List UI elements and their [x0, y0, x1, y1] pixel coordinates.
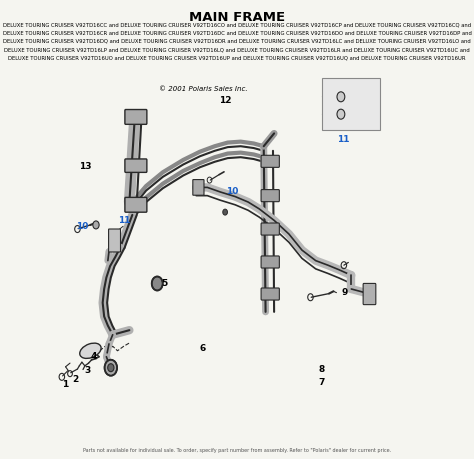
Circle shape [337, 92, 345, 102]
Circle shape [105, 360, 117, 375]
Text: 6: 6 [200, 344, 206, 353]
Circle shape [111, 231, 116, 237]
Text: 4: 4 [91, 352, 97, 361]
Circle shape [111, 240, 116, 246]
Circle shape [152, 276, 163, 291]
Text: 8: 8 [319, 364, 325, 374]
Text: 9: 9 [341, 288, 348, 297]
FancyBboxPatch shape [261, 190, 279, 202]
Circle shape [223, 209, 228, 215]
Text: 5: 5 [162, 279, 168, 288]
Circle shape [108, 364, 114, 372]
Text: 1: 1 [63, 380, 69, 389]
FancyBboxPatch shape [261, 256, 279, 268]
Circle shape [93, 221, 99, 229]
Text: DELUXE TOURING CRUISER V92TD16DQ and DELUXE TOURING CRUISER V92TD16DR and DELUXE: DELUXE TOURING CRUISER V92TD16DQ and DEL… [3, 39, 471, 44]
Text: 11: 11 [337, 135, 349, 144]
Circle shape [337, 109, 345, 119]
FancyBboxPatch shape [261, 288, 279, 300]
Text: 11: 11 [118, 216, 130, 225]
Text: 12: 12 [219, 96, 231, 105]
Text: DELUXE TOURING CRUISER V92TD16CC and DELUXE TOURING CRUISER V92TD16CO and DELUXE: DELUXE TOURING CRUISER V92TD16CC and DEL… [3, 22, 471, 28]
FancyBboxPatch shape [261, 223, 279, 235]
Text: Parts not available for individual sale. To order, specify part number from asse: Parts not available for individual sale.… [83, 448, 391, 453]
Text: 13: 13 [79, 162, 92, 171]
Text: © 2001 Polaris Sales Inc.: © 2001 Polaris Sales Inc. [159, 85, 248, 91]
FancyBboxPatch shape [261, 155, 279, 168]
Text: 3: 3 [85, 366, 91, 375]
FancyBboxPatch shape [125, 110, 147, 124]
Text: 7: 7 [319, 378, 325, 387]
Text: DELUXE TOURING CRUISER V92TD16UO and DELUXE TOURING CRUISER V92TD16UP and DELUXE: DELUXE TOURING CRUISER V92TD16UO and DEL… [8, 56, 466, 60]
Text: DELUXE TOURING CRUISER V92TD16CR and DELUXE TOURING CRUISER V92TD16DC and DELUXE: DELUXE TOURING CRUISER V92TD16CR and DEL… [2, 31, 472, 36]
Text: 10: 10 [76, 222, 88, 231]
FancyBboxPatch shape [193, 179, 204, 195]
Text: 10: 10 [227, 187, 239, 196]
Text: MAIN FRAME: MAIN FRAME [189, 11, 285, 24]
Text: 2: 2 [73, 375, 79, 384]
FancyBboxPatch shape [363, 283, 376, 305]
Ellipse shape [80, 343, 101, 358]
Circle shape [365, 285, 372, 293]
FancyBboxPatch shape [109, 229, 120, 252]
FancyBboxPatch shape [125, 159, 147, 173]
FancyBboxPatch shape [125, 197, 147, 212]
FancyBboxPatch shape [322, 78, 380, 130]
Circle shape [365, 291, 372, 299]
Text: DELUXE TOURING CRUISER V92TD16LP and DELUXE TOURING CRUISER V92TD16LQ and DELUXE: DELUXE TOURING CRUISER V92TD16LP and DEL… [4, 47, 470, 52]
